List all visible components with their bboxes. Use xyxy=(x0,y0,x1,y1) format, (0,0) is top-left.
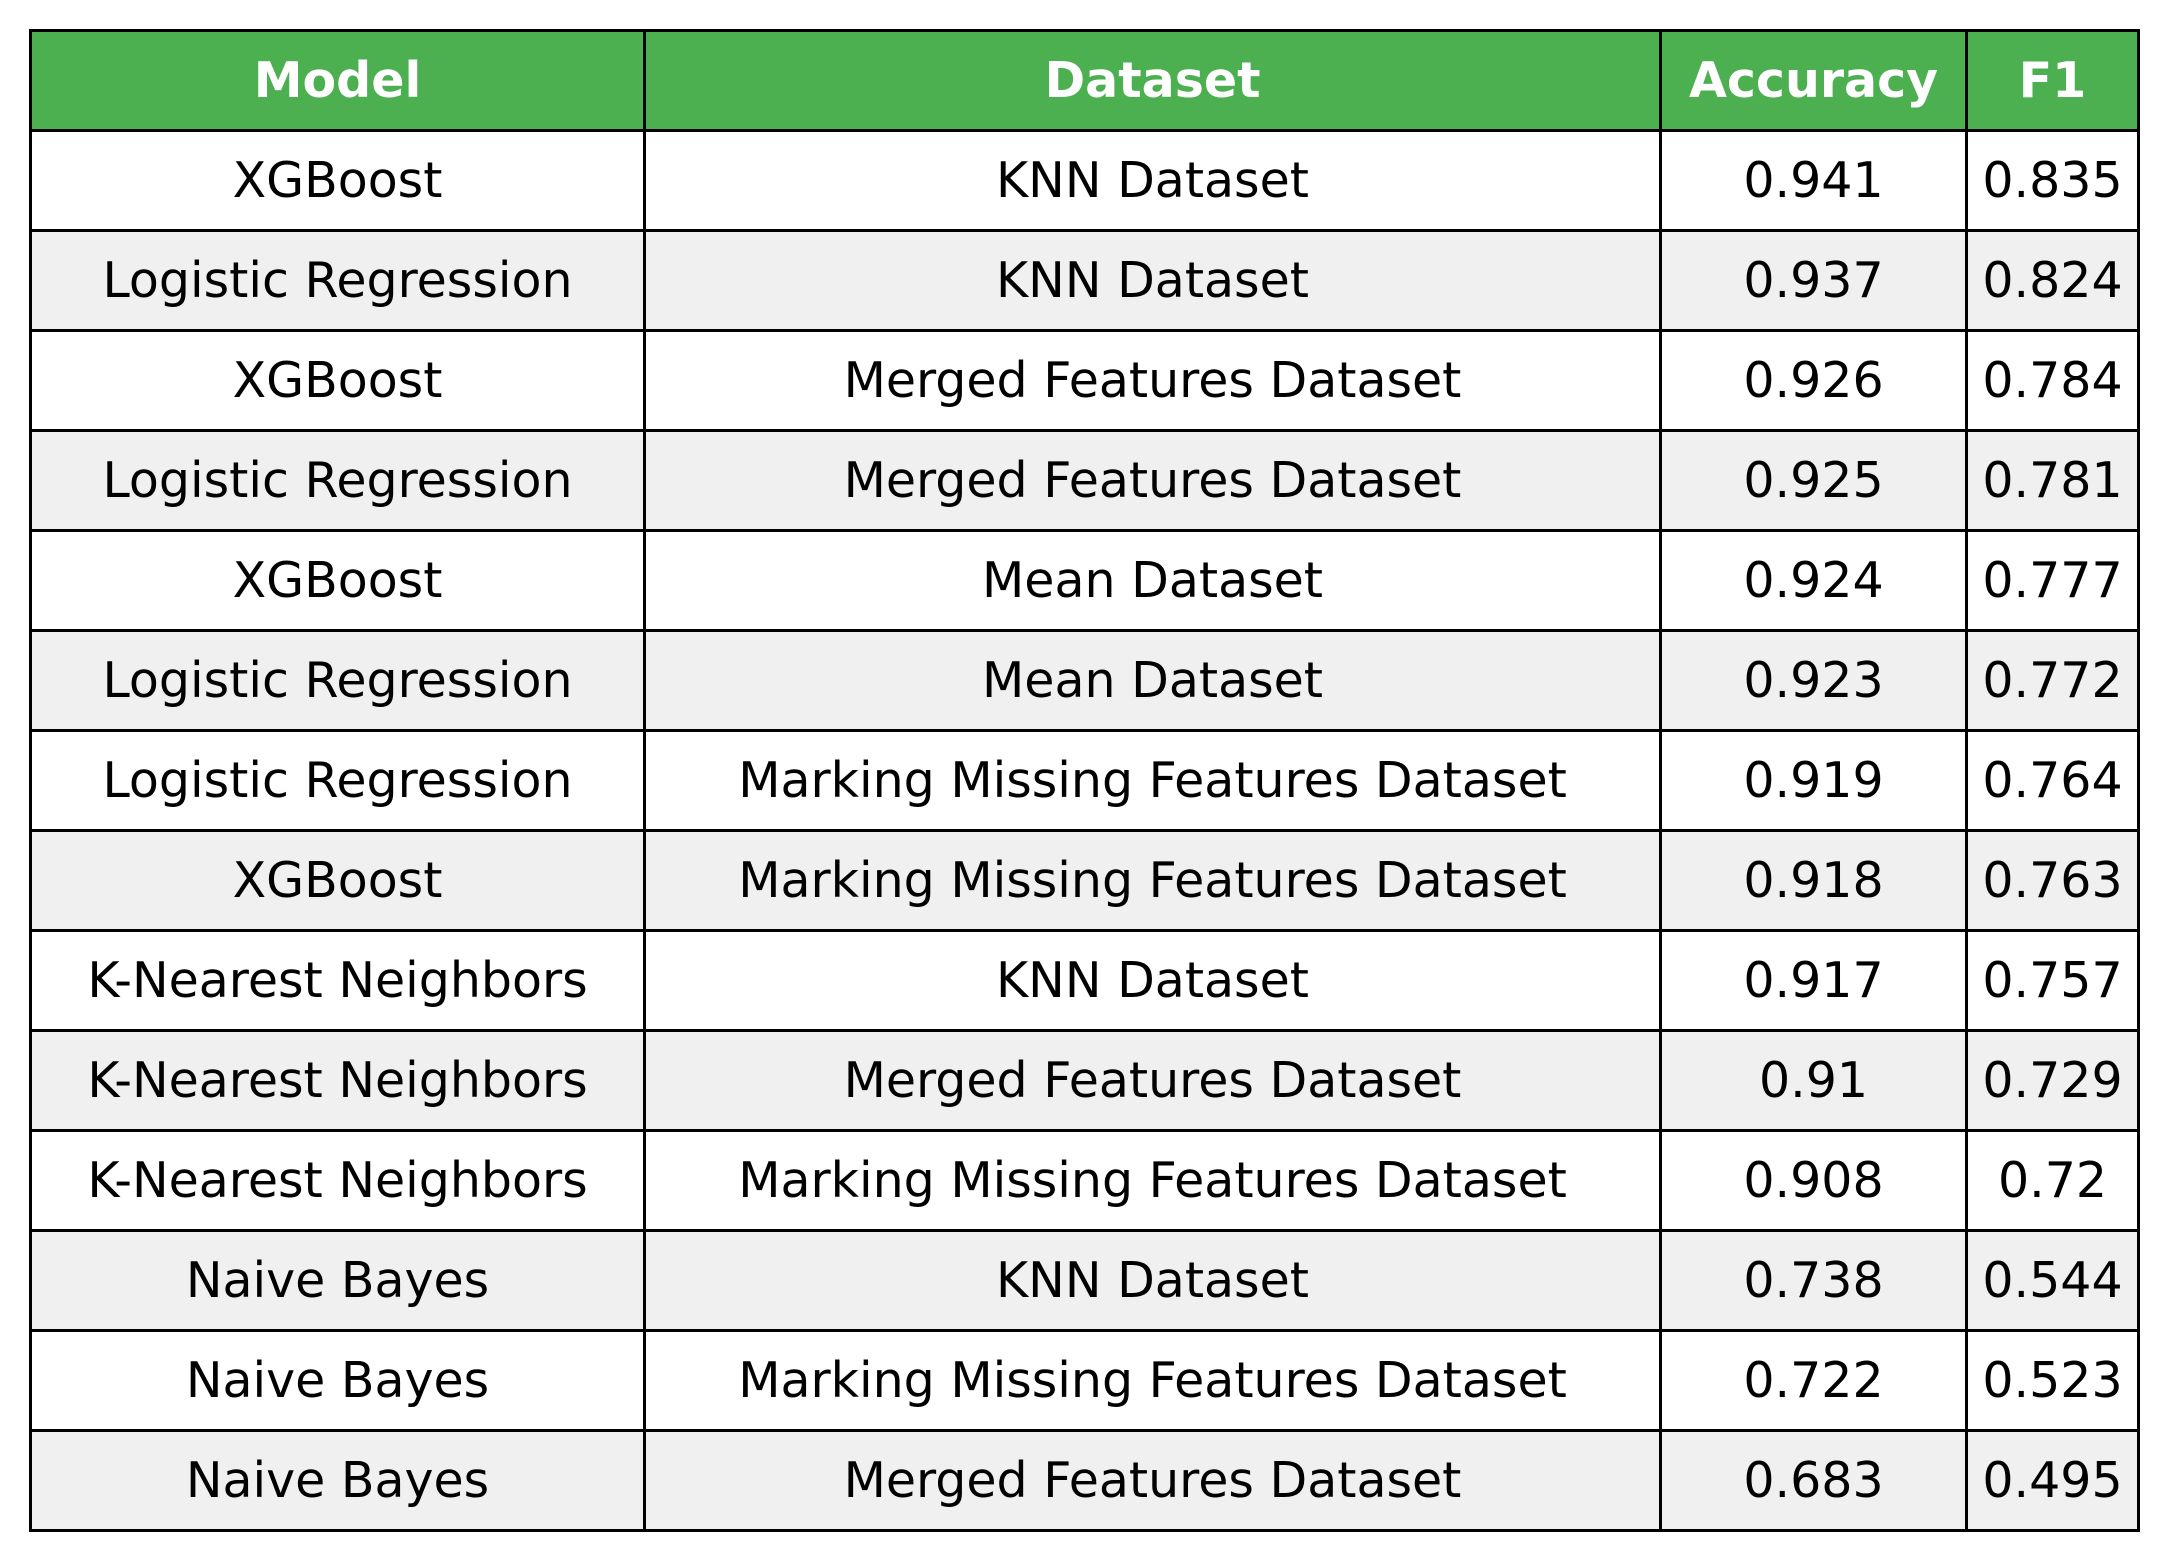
table-row: Logistic Regression KNN Dataset 0.937 0.824 xyxy=(29,229,2140,332)
model-cell: Naive Bayes xyxy=(29,1229,646,1332)
accuracy-cell: 0.738 xyxy=(1659,1229,1968,1332)
model-cell: K-Nearest Neighbors xyxy=(29,1029,646,1132)
f1-cell: 0.772 xyxy=(1965,629,2140,732)
dataset-cell: KNN Dataset xyxy=(643,129,1662,232)
accuracy-cell: 0.925 xyxy=(1659,429,1968,532)
dataset-cell: KNN Dataset xyxy=(643,229,1662,332)
column-header-f1: F1 xyxy=(1965,29,2140,132)
table-row: Naive Bayes Merged Features Dataset 0.683 0… xyxy=(29,1429,2140,1532)
dataset-cell: Merged Features Dataset xyxy=(643,1029,1662,1132)
dataset-cell: Mean Dataset xyxy=(643,529,1662,632)
f1-cell: 0.523 xyxy=(1965,1329,2140,1432)
f1-cell: 0.764 xyxy=(1965,729,2140,832)
model-cell: Logistic Regression xyxy=(29,229,646,332)
model-cell: K-Nearest Neighbors xyxy=(29,1129,646,1232)
table-body: XGBoost KNN Dataset 0.941 0.835 Logistic Reg… xyxy=(29,129,2140,1532)
accuracy-cell: 0.917 xyxy=(1659,929,1968,1032)
f1-cell: 0.777 xyxy=(1965,529,2140,632)
model-cell: Logistic Regression xyxy=(29,429,646,532)
column-header-accuracy: Accuracy xyxy=(1659,29,1968,132)
model-cell: Naive Bayes xyxy=(29,1329,646,1432)
table-row: K-Nearest Neighbors Merged Features Datas… xyxy=(29,1029,2140,1132)
model-cell: Logistic Regression xyxy=(29,729,646,832)
accuracy-cell: 0.926 xyxy=(1659,329,1968,432)
f1-cell: 0.757 xyxy=(1965,929,2140,1032)
model-cell: XGBoost xyxy=(29,129,646,232)
model-cell: Logistic Regression xyxy=(29,629,646,732)
dataset-cell: Mean Dataset xyxy=(643,629,1662,732)
accuracy-cell: 0.918 xyxy=(1659,829,1968,932)
accuracy-cell: 0.722 xyxy=(1659,1329,1968,1432)
column-header-dataset: Dataset xyxy=(643,29,1662,132)
f1-cell: 0.835 xyxy=(1965,129,2140,232)
accuracy-cell: 0.924 xyxy=(1659,529,1968,632)
table-header: Model Dataset Accuracy F1 xyxy=(29,29,2140,132)
accuracy-cell: 0.919 xyxy=(1659,729,1968,832)
accuracy-cell: 0.683 xyxy=(1659,1429,1968,1532)
results-table: Model Dataset Accuracy F1 XGBoost KNN Dat… xyxy=(29,29,2140,1532)
table-row: K-Nearest Neighbors KNN Dataset 0.917 0.757 xyxy=(29,929,2140,1032)
f1-cell: 0.495 xyxy=(1965,1429,2140,1532)
model-cell: XGBoost xyxy=(29,529,646,632)
accuracy-cell: 0.923 xyxy=(1659,629,1968,732)
accuracy-cell: 0.91 xyxy=(1659,1029,1968,1132)
table-row: K-Nearest Neighbors Marking Missing Featu… xyxy=(29,1129,2140,1232)
dataset-cell: Merged Features Dataset xyxy=(643,429,1662,532)
table-row: Logistic Regression Marking Missing Featu… xyxy=(29,729,2140,832)
dataset-cell: KNN Dataset xyxy=(643,1229,1662,1332)
dataset-cell: Merged Features Dataset xyxy=(643,329,1662,432)
dataset-cell: KNN Dataset xyxy=(643,929,1662,1032)
table-row: Logistic Regression Merged Features Datas… xyxy=(29,429,2140,532)
table-row: XGBoost KNN Dataset 0.941 0.835 xyxy=(29,129,2140,232)
dataset-cell: Merged Features Dataset xyxy=(643,1429,1662,1532)
accuracy-cell: 0.941 xyxy=(1659,129,1968,232)
table-row: Naive Bayes KNN Dataset 0.738 0.544 xyxy=(29,1229,2140,1332)
model-cell: XGBoost xyxy=(29,829,646,932)
f1-cell: 0.544 xyxy=(1965,1229,2140,1332)
dataset-cell: Marking Missing Features Dataset xyxy=(643,829,1662,932)
dataset-cell: Marking Missing Features Dataset xyxy=(643,1129,1662,1232)
dataset-cell: Marking Missing Features Dataset xyxy=(643,729,1662,832)
table-row: Logistic Regression Mean Dataset 0.923 0.77… xyxy=(29,629,2140,732)
header-row: Model Dataset Accuracy F1 xyxy=(29,29,2140,132)
model-cell: Naive Bayes xyxy=(29,1429,646,1532)
model-cell: K-Nearest Neighbors xyxy=(29,929,646,1032)
column-header-model: Model xyxy=(29,29,646,132)
f1-cell: 0.763 xyxy=(1965,829,2140,932)
accuracy-cell: 0.937 xyxy=(1659,229,1968,332)
f1-cell: 0.72 xyxy=(1965,1129,2140,1232)
f1-cell: 0.781 xyxy=(1965,429,2140,532)
model-cell: XGBoost xyxy=(29,329,646,432)
accuracy-cell: 0.908 xyxy=(1659,1129,1968,1232)
table-row: Naive Bayes Marking Missing Features Data… xyxy=(29,1329,2140,1432)
f1-cell: 0.784 xyxy=(1965,329,2140,432)
table-row: XGBoost Merged Features Dataset 0.926 0.784 xyxy=(29,329,2140,432)
f1-cell: 0.824 xyxy=(1965,229,2140,332)
table-row: XGBoost Mean Dataset 0.924 0.777 xyxy=(29,529,2140,632)
table-row: XGBoost Marking Missing Features Dataset 0… xyxy=(29,829,2140,932)
dataset-cell: Marking Missing Features Dataset xyxy=(643,1329,1662,1432)
f1-cell: 0.729 xyxy=(1965,1029,2140,1132)
